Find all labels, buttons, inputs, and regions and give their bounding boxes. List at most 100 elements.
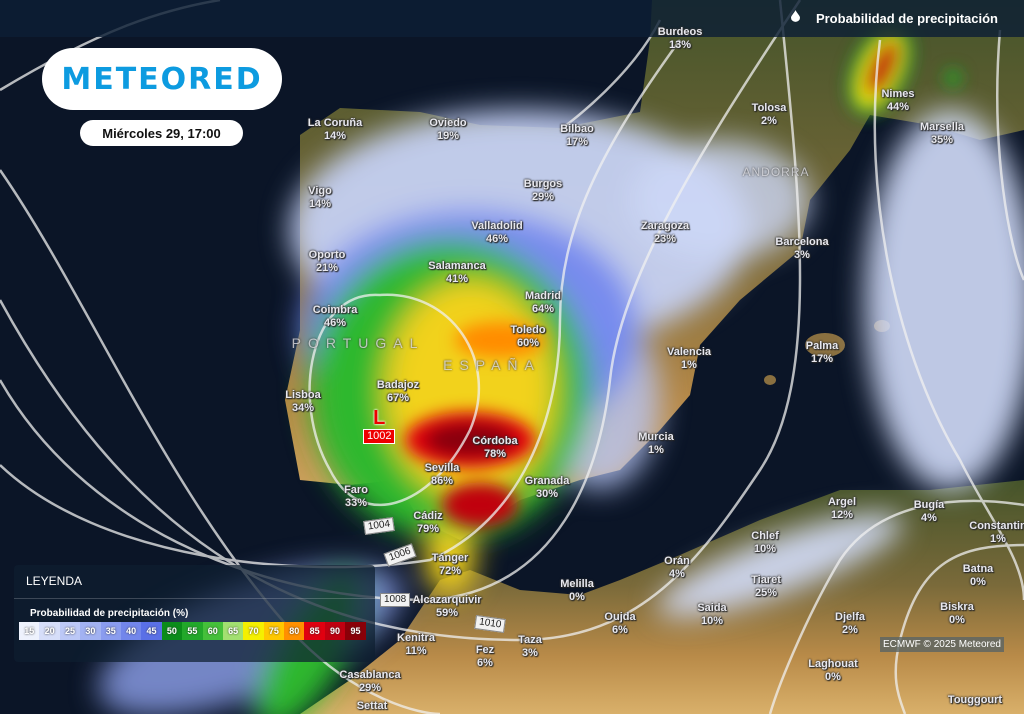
legend-bin: 95: [345, 622, 366, 640]
meteored-logo[interactable]: METEORED: [42, 48, 282, 110]
city-label: Valencia 1%: [667, 346, 711, 372]
city-label: Saida 10%: [697, 602, 726, 628]
top-bar: Probabilidad de precipitación: [0, 0, 1024, 37]
city-label: Touggourt: [948, 694, 1002, 707]
city-label: Tánger 72%: [432, 552, 469, 578]
legend-title: Probabilidad de precipitación (%): [30, 608, 189, 619]
city-probability: 67%: [386, 392, 410, 404]
city-probability: 44%: [886, 101, 910, 113]
city-name: Murcia: [638, 431, 674, 443]
city-probability: 3%: [794, 249, 810, 261]
city-probability: 0%: [970, 576, 986, 588]
isobar-label: 1008: [380, 593, 411, 607]
city-name: La Coruña: [307, 117, 363, 129]
city-label: Faro 33%: [344, 484, 368, 510]
city-label: Badajoz 67%: [377, 379, 419, 405]
city-name: Biskra: [940, 601, 974, 613]
city-probability: 59%: [435, 607, 459, 619]
city-probability: 86%: [430, 475, 454, 487]
city-probability: 79%: [416, 523, 440, 535]
city-probability: 14%: [323, 130, 347, 142]
city-name: Tiaret: [751, 574, 781, 586]
city-label: Toledo 60%: [510, 324, 545, 350]
city-name: Barcelona: [775, 236, 829, 248]
city-label: Alcazarquivir 59%: [412, 594, 481, 620]
city-label: Tolosa 2%: [752, 102, 787, 128]
city-label: Palma 17%: [806, 340, 838, 366]
city-label: Zaragoza 23%: [641, 220, 689, 246]
city-name: Melilla: [560, 578, 594, 590]
city-label: Salamanca 41%: [428, 260, 485, 286]
city-probability: 29%: [358, 682, 382, 694]
city-label: Argel 12%: [828, 496, 856, 522]
city-probability: 35%: [930, 134, 954, 146]
city-name: Argel: [827, 496, 857, 508]
city-name: Marsella: [919, 121, 965, 133]
legend-bin: 25: [59, 622, 81, 640]
city-name: Valladolid: [471, 220, 523, 232]
city-probability: 17%: [810, 353, 834, 365]
city-probability: 30%: [535, 488, 559, 500]
legend-bin: 80: [284, 622, 305, 640]
city-probability: 41%: [445, 273, 469, 285]
city-probability: 72%: [438, 565, 462, 577]
city-label: Tiaret 25%: [751, 574, 781, 600]
city-probability: 23%: [653, 233, 677, 245]
legend-bin: 55: [182, 622, 203, 640]
city-name: Tolosa: [751, 102, 787, 114]
city-name: Salamanca: [428, 260, 486, 272]
legend-bin: 70: [243, 622, 264, 640]
water-drop-icon: [791, 10, 800, 22]
city-name: Faro: [344, 484, 368, 496]
city-name: Burdeos: [657, 26, 703, 38]
region-label-portugal: PORTUGAL: [291, 335, 425, 351]
region-label-espana: ESPAÑA: [443, 357, 541, 373]
city-label: Burgos 29%: [524, 178, 563, 204]
city-name: Casablanca: [339, 669, 401, 681]
city-label: Settat: [357, 700, 388, 713]
city-label: Bilbao 17%: [560, 123, 594, 149]
legend-bin: 35: [100, 622, 121, 640]
city-name: Palma: [805, 340, 839, 352]
city-name: Orán: [664, 555, 690, 567]
city-label: Chlef 10%: [751, 530, 779, 556]
city-name: Oujda: [604, 611, 636, 623]
city-label: Granada 30%: [525, 475, 570, 501]
copyright: ECMWF © 2025 Meteored: [880, 637, 1004, 652]
city-probability: 0%: [949, 614, 965, 626]
city-label: Burdeos 13%: [658, 26, 703, 52]
city-probability: 2%: [842, 624, 858, 636]
city-label: Melilla 0%: [560, 578, 594, 604]
city-name: Touggourt: [947, 694, 1003, 706]
precipitation-layer: [98, 24, 1024, 714]
city-probability: 29%: [531, 191, 555, 203]
legend-bin: 40: [120, 622, 142, 640]
city-probability: 1%: [990, 533, 1006, 545]
region-label-andorra: ANDORRA: [742, 165, 810, 179]
city-probability: 3%: [522, 647, 538, 659]
city-name: Valencia: [666, 346, 712, 358]
legend-bin: 85: [304, 622, 325, 640]
city-name: Sevilla: [424, 462, 460, 474]
city-probability: 21%: [315, 262, 339, 274]
legend-color-scale: 15 20 25 30 35 40 45 50 55 60 65 70 75 80 85 90 95: [19, 622, 375, 640]
city-probability: 25%: [754, 587, 778, 599]
city-name: Zaragoza: [640, 220, 690, 232]
city-probability: 10%: [753, 543, 777, 555]
city-label: Constantin 1%: [969, 520, 1024, 546]
city-name: Laghouat: [808, 658, 858, 670]
city-name: Bugía: [913, 499, 945, 511]
city-probability: 0%: [825, 671, 841, 683]
city-probability: 64%: [531, 303, 555, 315]
legend-bin: 65: [222, 622, 244, 640]
city-label: Fez 6%: [476, 644, 494, 670]
city-name: Djelfa: [835, 611, 865, 623]
city-probability: 6%: [612, 624, 628, 636]
city-name: Oporto: [308, 249, 346, 261]
city-name: Taza: [518, 634, 542, 646]
city-label: Oviedo 19%: [429, 117, 466, 143]
city-label: Sevilla 86%: [425, 462, 460, 488]
legend-bin: 75: [263, 622, 285, 640]
legend-bin: 60: [202, 622, 223, 640]
